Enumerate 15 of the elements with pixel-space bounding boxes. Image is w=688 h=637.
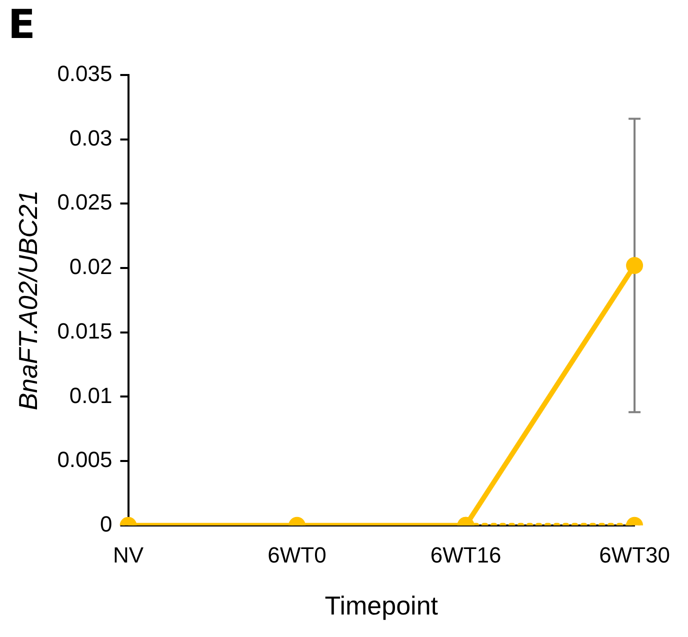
y-tick-label: 0.025 bbox=[57, 190, 112, 215]
y-tick-label: 0 bbox=[100, 511, 112, 536]
y-axis-title: BnaFT.A02/UBC21 bbox=[12, 190, 43, 410]
y-tick-label: 0.005 bbox=[57, 447, 112, 472]
x-tick-label: 6WT0 bbox=[268, 542, 326, 568]
y-tick-label: 0.02 bbox=[69, 254, 112, 280]
y-tick-label: 0.015 bbox=[57, 318, 112, 344]
x-tick-label: 6WT16 bbox=[430, 542, 502, 568]
x-tick-label: NV bbox=[112, 542, 144, 568]
y-tick-label: 0.035 bbox=[57, 61, 112, 86]
chart-title: E bbox=[8, 2, 36, 48]
x-tick-label: 6WT30 bbox=[599, 542, 670, 568]
x-axis-title: Timepoint bbox=[324, 590, 439, 621]
y-tick-label: 0.03 bbox=[69, 125, 112, 150]
y-tick-label: 0.01 bbox=[69, 382, 112, 408]
